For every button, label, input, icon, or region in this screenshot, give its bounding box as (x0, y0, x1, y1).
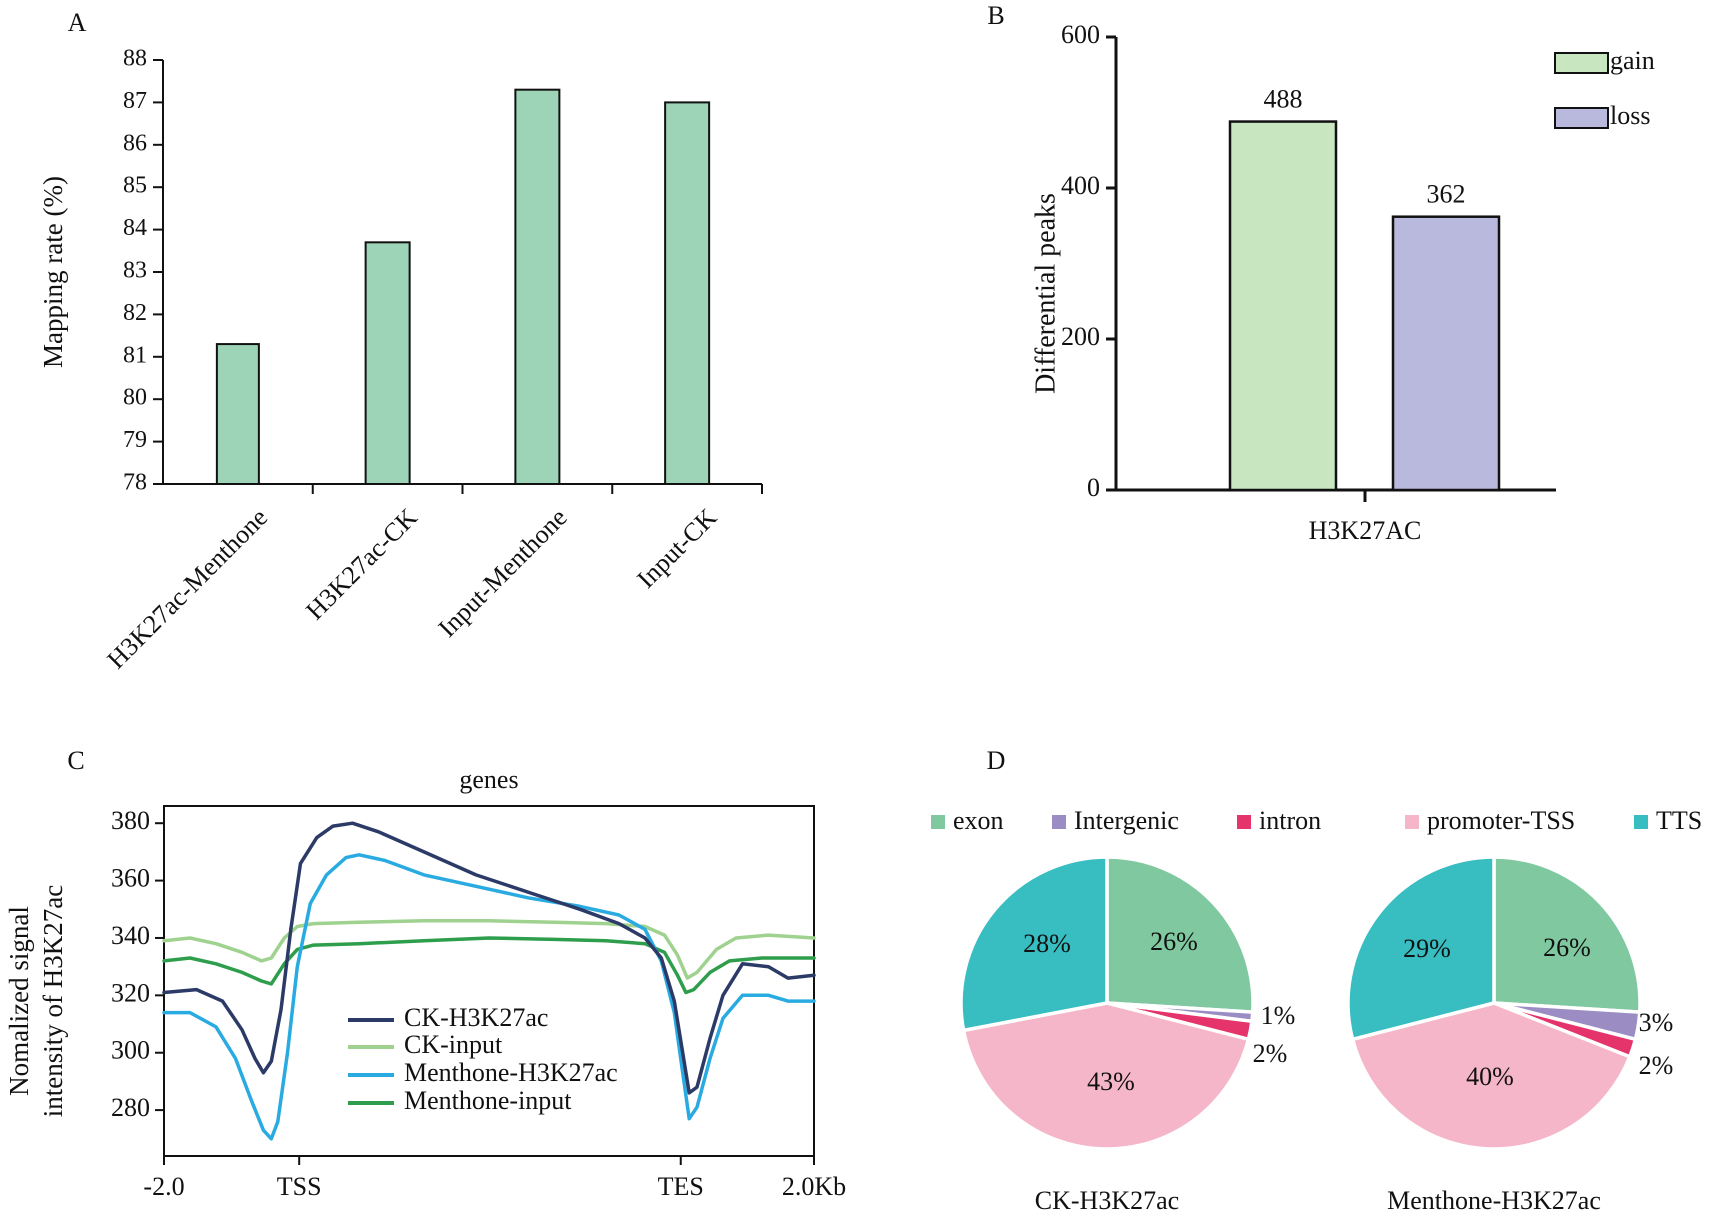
panel-b: B 0 200 400 600 Differential peaks 488 362 H3K27… (987, 1, 1654, 545)
pie-title-d: Menthone-H3K27ac (1387, 1186, 1601, 1215)
y-tick-label-c: 300 (111, 1036, 150, 1065)
slice-label-d: 2% (1253, 1039, 1288, 1068)
y-axis-title-a: Mapping rate (%) (38, 176, 68, 368)
series-line-c (162, 853, 816, 1141)
legend-swatch-d (1052, 815, 1066, 829)
y-tick-label-a: 86 (123, 130, 147, 156)
y-axis-title-b: Differential peaks (1030, 193, 1061, 394)
pie-d: 26% 3% 2% 40% 29% Menthone-H3K27ac (1346, 855, 1674, 1215)
legend-swatch-b (1554, 52, 1609, 74)
y-tick-label-a: 80 (123, 385, 147, 411)
panel-a: A 78 79 80 81 82 83 84 85 86 87 88 Mapping rate (%) H… (38, 8, 763, 675)
chart-title-c: genes (459, 765, 518, 794)
pie-d: 26% 1% 2% 43% 28% CK-H3K27ac (959, 855, 1296, 1215)
y-tick-label-c: 320 (111, 978, 150, 1007)
y-tick-label-b: 400 (1061, 171, 1100, 200)
legend-swatch-d (1634, 815, 1648, 829)
pie-slice-TTS (1346, 855, 1496, 1042)
x-tick-label-a: Input-Menthone (433, 503, 573, 643)
slice-label-d: 2% (1639, 1051, 1674, 1080)
legend-label-b: loss (1610, 101, 1650, 130)
x-tick-label-a: H3K27ac-CK (300, 503, 423, 626)
y-tick-label-a: 78 (123, 470, 147, 496)
data-label-b: 488 (1264, 85, 1303, 114)
data-label-b: 362 (1427, 180, 1466, 209)
legend-label-d: Intergenic (1074, 806, 1179, 835)
legend-label-d: intron (1259, 806, 1321, 835)
pie-slice-exon (1105, 855, 1255, 1014)
legend-swatch-d (931, 815, 945, 829)
pie-slice-exon (1492, 855, 1642, 1014)
slice-label-d: 40% (1466, 1062, 1514, 1091)
bar-b-loss (1391, 215, 1501, 492)
y-tick-label-a: 83 (123, 258, 147, 284)
legend-label-d: TTS (1656, 806, 1702, 835)
panel-label-a: A (68, 8, 87, 37)
legend-label-c: CK-input (404, 1030, 503, 1059)
legend-swatch-d (1237, 815, 1251, 829)
series-line-c (162, 821, 816, 1095)
slice-label-d: 1% (1261, 1001, 1296, 1030)
slice-label-d: 28% (1023, 929, 1071, 958)
x-tick-label-c: TSS (277, 1172, 322, 1201)
pie-slice-promoter-TSS (961, 1001, 1251, 1151)
slice-label-d: 43% (1087, 1067, 1135, 1096)
y-tick-label-c: 340 (111, 921, 150, 950)
bar-b-gain (1228, 120, 1338, 492)
bar-a (364, 241, 411, 485)
bar-a (514, 88, 561, 486)
slice-label-d: 26% (1543, 933, 1591, 962)
legend-swatch-b (1554, 107, 1609, 129)
y-tick-label-a: 88 (123, 46, 147, 72)
pie-slice-TTS (959, 855, 1109, 1033)
series-line-c (162, 936, 816, 995)
x-tick-label-a: Input-CK (631, 503, 722, 594)
panel-label-b: B (987, 1, 1004, 30)
y-tick-label-a: 87 (123, 88, 147, 114)
y-axis-title-c: intensity of H3K27ac (38, 885, 68, 1117)
y-tick-label-a: 82 (123, 300, 147, 326)
pie-title-d: CK-H3K27ac (1035, 1186, 1179, 1215)
x-tick-label-b: H3K27AC (1309, 516, 1422, 545)
legend-label-d: promoter-TSS (1427, 806, 1575, 835)
y-tick-label-a: 81 (123, 342, 147, 368)
legend-label-c: CK-H3K27ac (404, 1003, 548, 1032)
plot-frame-c (163, 805, 815, 1157)
y-tick-label-c: 280 (111, 1093, 150, 1122)
bar-a (215, 343, 260, 485)
y-tick-label-b: 0 (1087, 473, 1100, 502)
y-tick-label-a: 85 (123, 173, 147, 199)
legend-swatch-d (1405, 815, 1419, 829)
panel-label-c: C (67, 746, 84, 775)
slice-label-d: 26% (1150, 927, 1198, 956)
y-tick-label-b: 200 (1061, 322, 1100, 351)
legend-label-b: gain (1610, 46, 1655, 75)
x-tick-label-c: TES (658, 1172, 704, 1201)
legend-label-c: Menthone-H3K27ac (404, 1058, 618, 1087)
y-axis-title-c: Nomalized signal (4, 906, 34, 1096)
y-tick-label-a: 84 (123, 215, 147, 241)
bar-a (664, 101, 711, 486)
legend-label-d: exon (953, 806, 1004, 835)
slice-label-d: 3% (1639, 1008, 1674, 1037)
pie-slice-promoter-TSS (1350, 1001, 1632, 1151)
legend-label-c: Menthone-input (404, 1086, 572, 1115)
series-line-c (162, 919, 816, 980)
x-tick-label-a: H3K27ac-Menthone (102, 503, 274, 675)
panel-label-d: D (987, 746, 1006, 775)
y-tick-label-a: 79 (123, 427, 147, 453)
y-tick-label-c: 380 (111, 806, 150, 835)
slice-label-d: 29% (1403, 934, 1451, 963)
x-tick-label-c: -2.0 (143, 1172, 184, 1201)
x-tick-label-c: 2.0Kb (782, 1172, 846, 1201)
y-tick-label-c: 360 (111, 864, 150, 893)
y-tick-label-b: 600 (1061, 20, 1100, 49)
